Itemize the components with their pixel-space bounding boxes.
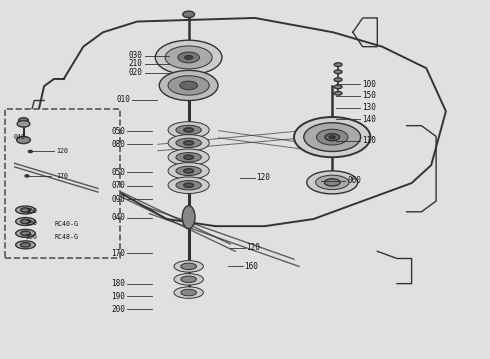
Ellipse shape bbox=[16, 206, 35, 214]
Text: 130: 130 bbox=[362, 103, 376, 112]
FancyBboxPatch shape bbox=[5, 109, 120, 258]
Text: 020: 020 bbox=[129, 68, 143, 77]
Ellipse shape bbox=[176, 138, 201, 148]
Text: RC40-G: RC40-G bbox=[55, 222, 79, 227]
Ellipse shape bbox=[181, 276, 196, 283]
Ellipse shape bbox=[329, 136, 335, 139]
Ellipse shape bbox=[21, 219, 30, 224]
Text: 050: 050 bbox=[112, 126, 125, 136]
Ellipse shape bbox=[19, 118, 28, 123]
Ellipse shape bbox=[28, 150, 32, 153]
Ellipse shape bbox=[334, 63, 342, 66]
Ellipse shape bbox=[334, 85, 342, 89]
Ellipse shape bbox=[159, 70, 218, 101]
Text: 150: 150 bbox=[362, 91, 376, 101]
Ellipse shape bbox=[16, 218, 35, 225]
Text: 050: 050 bbox=[112, 168, 125, 177]
Text: 100: 100 bbox=[362, 80, 376, 89]
Ellipse shape bbox=[184, 141, 194, 145]
Ellipse shape bbox=[176, 181, 201, 190]
Ellipse shape bbox=[182, 206, 195, 229]
Ellipse shape bbox=[307, 171, 358, 194]
Ellipse shape bbox=[325, 134, 340, 141]
Text: 060: 060 bbox=[347, 176, 361, 186]
Ellipse shape bbox=[181, 289, 196, 296]
Ellipse shape bbox=[334, 78, 342, 81]
Ellipse shape bbox=[185, 56, 193, 59]
Text: 070: 070 bbox=[112, 181, 125, 190]
Ellipse shape bbox=[183, 11, 195, 18]
Text: 200: 200 bbox=[25, 234, 37, 240]
Ellipse shape bbox=[316, 175, 349, 190]
Ellipse shape bbox=[16, 229, 35, 237]
Text: 110: 110 bbox=[362, 136, 376, 145]
Text: RC48-G: RC48-G bbox=[55, 234, 79, 240]
Ellipse shape bbox=[294, 117, 370, 157]
Ellipse shape bbox=[178, 52, 199, 63]
Ellipse shape bbox=[184, 183, 194, 187]
Text: 160: 160 bbox=[25, 208, 37, 214]
Ellipse shape bbox=[168, 135, 209, 151]
Ellipse shape bbox=[21, 243, 30, 247]
Ellipse shape bbox=[334, 70, 342, 74]
Text: 180: 180 bbox=[112, 279, 125, 288]
Ellipse shape bbox=[25, 175, 29, 177]
Text: 120: 120 bbox=[246, 243, 260, 252]
Ellipse shape bbox=[181, 263, 196, 270]
Text: 090: 090 bbox=[112, 195, 125, 204]
Text: 190: 190 bbox=[25, 220, 37, 226]
Ellipse shape bbox=[174, 274, 203, 285]
Ellipse shape bbox=[176, 153, 201, 162]
Ellipse shape bbox=[180, 81, 197, 90]
Ellipse shape bbox=[168, 149, 209, 165]
Text: 120: 120 bbox=[256, 173, 270, 182]
Text: 040: 040 bbox=[112, 213, 125, 223]
Text: 170: 170 bbox=[56, 173, 68, 179]
Ellipse shape bbox=[324, 179, 340, 186]
Ellipse shape bbox=[21, 208, 30, 212]
Ellipse shape bbox=[168, 177, 209, 194]
Ellipse shape bbox=[16, 241, 35, 249]
Text: 030: 030 bbox=[129, 51, 143, 60]
Ellipse shape bbox=[184, 155, 194, 159]
Ellipse shape bbox=[176, 166, 201, 176]
Ellipse shape bbox=[184, 128, 194, 132]
Ellipse shape bbox=[168, 163, 209, 179]
Text: 190: 190 bbox=[112, 292, 125, 301]
Ellipse shape bbox=[174, 261, 203, 272]
Text: 210: 210 bbox=[129, 59, 143, 69]
Ellipse shape bbox=[21, 231, 30, 236]
Ellipse shape bbox=[174, 287, 203, 298]
Ellipse shape bbox=[317, 129, 348, 145]
Ellipse shape bbox=[168, 76, 209, 95]
Text: 010: 010 bbox=[117, 95, 130, 104]
Ellipse shape bbox=[155, 40, 222, 75]
Ellipse shape bbox=[184, 169, 194, 173]
Ellipse shape bbox=[17, 136, 30, 144]
Text: 170: 170 bbox=[112, 248, 125, 258]
Ellipse shape bbox=[17, 121, 30, 127]
Ellipse shape bbox=[168, 122, 209, 138]
Ellipse shape bbox=[176, 125, 201, 135]
Text: 200: 200 bbox=[112, 305, 125, 314]
Ellipse shape bbox=[304, 123, 361, 151]
Text: 080: 080 bbox=[112, 140, 125, 149]
Text: 040: 040 bbox=[14, 134, 25, 140]
Text: 140: 140 bbox=[362, 115, 376, 124]
Text: 160: 160 bbox=[244, 262, 258, 271]
Ellipse shape bbox=[165, 46, 212, 69]
Text: 120: 120 bbox=[56, 149, 68, 154]
Ellipse shape bbox=[334, 92, 342, 95]
